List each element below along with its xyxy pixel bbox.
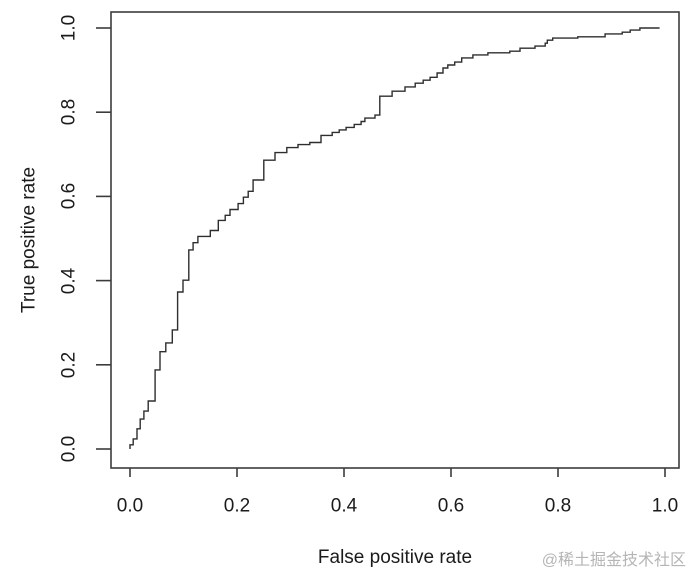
y-tick-label: 1.0 <box>58 14 80 42</box>
x-tick-label: 0.0 <box>116 495 144 517</box>
y-tick-label: 0.8 <box>58 98 80 126</box>
x-tick-label: 0.8 <box>544 495 572 517</box>
x-tick-label: 0.2 <box>223 495 251 517</box>
plot-box <box>110 11 680 469</box>
y-tick-label: 0.0 <box>58 435 80 463</box>
y-axis-title: True positive rate <box>18 166 40 314</box>
y-tick-label: 0.6 <box>58 183 80 210</box>
x-tick-label: 0.6 <box>437 495 465 517</box>
x-axis-title: False positive rate <box>317 547 473 568</box>
x-tick-label: 0.4 <box>330 495 358 517</box>
watermark-text: @稀土掘金技术社区 <box>541 552 686 569</box>
roc-curve-line <box>129 27 660 449</box>
y-tick-label: 0.4 <box>58 267 80 294</box>
y-tick-label: 0.2 <box>58 351 80 379</box>
x-tick-label: 1.0 <box>651 495 679 517</box>
